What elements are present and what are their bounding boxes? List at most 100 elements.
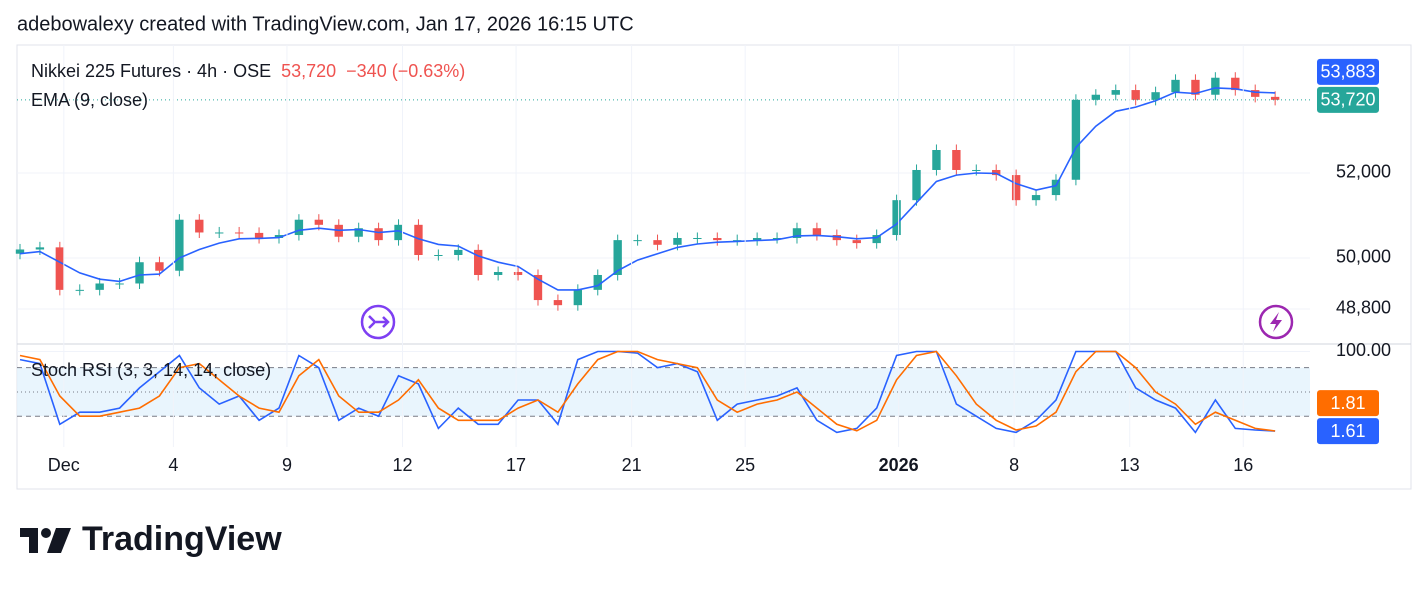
y-tick-label: 100.00	[1336, 340, 1391, 360]
candle-body	[752, 237, 762, 241]
candle-body	[15, 249, 25, 254]
candle-body	[195, 219, 204, 233]
candle-body	[1270, 96, 1280, 100]
candle-body	[693, 237, 702, 239]
candle-body	[75, 289, 84, 291]
candle-body	[932, 150, 941, 170]
stoch-legend: Stoch RSI (3, 3, 14, 14, close)	[31, 360, 271, 380]
candle-body	[812, 228, 822, 236]
level-band	[17, 367, 1310, 417]
candle-body	[1251, 90, 1260, 97]
candle-body	[175, 219, 184, 271]
candle-body	[1131, 90, 1140, 100]
candle-body	[972, 169, 981, 171]
candle-body	[952, 150, 961, 170]
last-price: 53,720	[281, 61, 336, 81]
logo-part	[20, 528, 38, 553]
chart-frame	[16, 44, 1412, 490]
price-change: −340 (−0.63%)	[346, 61, 465, 81]
candle-body	[1231, 77, 1240, 91]
candle-body	[912, 169, 921, 201]
candle-body	[454, 249, 463, 256]
candle-body	[792, 228, 802, 238]
candle-body	[872, 235, 881, 244]
x-tick-label: 17	[506, 455, 526, 475]
logo-part	[41, 528, 51, 538]
brand-name: TradingView	[82, 520, 282, 558]
candle-body	[613, 240, 622, 275]
candle-body	[573, 289, 583, 306]
symbol: Nikkei 225 Futures · 4h · OSE	[31, 61, 271, 81]
brand-logo: TradingView	[20, 520, 282, 558]
candle-body	[215, 232, 224, 234]
ema-badge	[1317, 58, 1379, 85]
last-price-badge	[1317, 86, 1379, 113]
candle-body	[1051, 179, 1061, 196]
candle-body	[713, 237, 722, 241]
candle-body	[1171, 79, 1180, 93]
candle-body	[1031, 195, 1041, 201]
stoch-badge-label: 1.81	[1330, 393, 1365, 413]
icon-arrow	[368, 315, 390, 329]
logo-part	[47, 528, 71, 553]
candle-body	[414, 224, 423, 256]
candle-body	[1111, 90, 1120, 95]
series-line	[19, 350, 1276, 432]
candle-body	[354, 228, 363, 237]
x-tick-label: 16	[1233, 455, 1253, 475]
candle-body	[55, 247, 65, 290]
candle-body	[294, 219, 304, 236]
x-tick-label: 12	[392, 455, 412, 475]
candle-body	[1071, 99, 1081, 180]
candle-body	[633, 240, 642, 242]
candle-body	[593, 274, 602, 290]
attribution: adebowalexy created with TradingView.com…	[17, 13, 634, 35]
stoch-badge	[1317, 390, 1379, 417]
ema-badge-label: 53,883	[1320, 62, 1375, 82]
candle-body	[234, 232, 244, 234]
legend-title: Nikkei 225 Futures · 4h · OSE 53,720 −340 …	[31, 61, 465, 81]
y-tick-label: 48,800	[1336, 298, 1391, 318]
candle-body	[553, 300, 563, 306]
icon-bolt	[1270, 312, 1282, 332]
candle-body	[852, 240, 861, 244]
candle-body	[772, 237, 782, 239]
plot-layer: 48,800 50,000 52,000 53,720 53,883 100.00 Dec 4…	[15, 45, 1391, 475]
candle-body	[1011, 175, 1021, 201]
candle-body	[95, 283, 104, 290]
flash-icon[interactable]	[1258, 304, 1294, 340]
series-line	[19, 87, 1276, 291]
ema-legend: EMA (9, close)	[31, 90, 148, 110]
x-tick-label: 25	[735, 455, 755, 475]
candle-body	[832, 235, 842, 241]
candle-body	[254, 232, 264, 238]
y-tick-label: 50,000	[1336, 247, 1391, 267]
candle-body	[1191, 79, 1200, 95]
candle-body	[1211, 77, 1220, 95]
candle-body	[513, 272, 523, 275]
candle-body	[533, 274, 543, 301]
replay-icon[interactable]	[360, 304, 396, 340]
x-tick-label: 2026	[879, 455, 919, 475]
stoch-badge-label: 1.61	[1330, 421, 1365, 441]
candle-body	[653, 240, 662, 245]
candle-body	[493, 272, 503, 275]
candle-body	[35, 247, 45, 250]
candle-body	[1151, 92, 1160, 100]
candle-body	[155, 262, 164, 271]
series-line	[19, 350, 1276, 434]
candle-body	[135, 262, 144, 284]
x-tick-label: 13	[1120, 455, 1140, 475]
candle-body	[1091, 94, 1101, 100]
x-tick-label: 9	[282, 455, 292, 475]
x-tick-label: 4	[168, 455, 178, 475]
candle-body	[992, 169, 1001, 176]
candle-body	[474, 249, 483, 275]
stoch-badge	[1317, 418, 1379, 445]
last-price-badge-label: 53,720	[1320, 90, 1375, 110]
candle-body	[374, 228, 383, 241]
x-tick-label: 8	[1009, 455, 1019, 475]
candle-body	[394, 224, 403, 241]
